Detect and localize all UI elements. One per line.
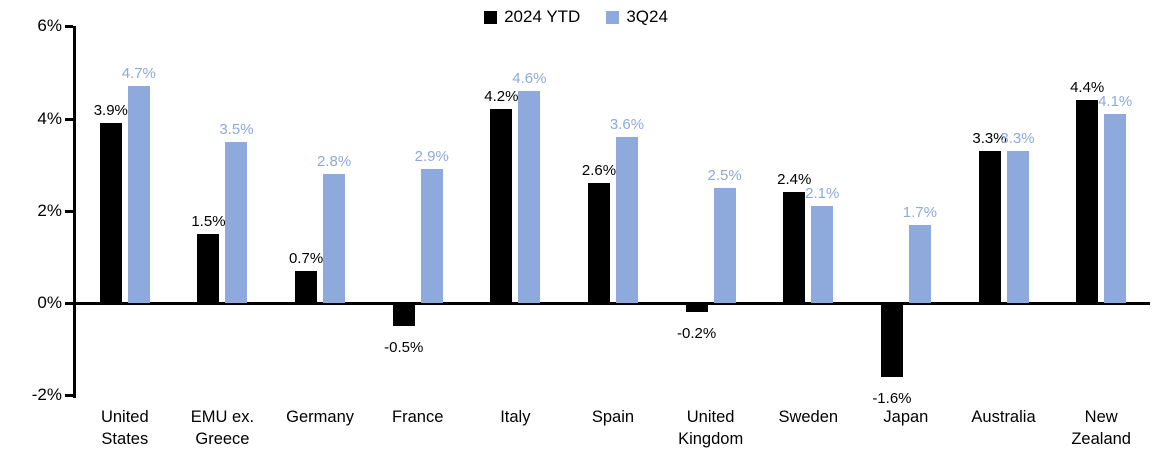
bar-2024-ytd-spain: [588, 183, 610, 303]
legend-swatch-3q24: [606, 10, 620, 24]
value-label-3q24-united-states: 4.7%: [121, 65, 156, 83]
category-label-sweden: Sweden: [778, 408, 839, 426]
y-axis-tick: [65, 209, 73, 213]
bar-3q24-spain: [616, 136, 638, 303]
value-label-2024-ytd-germany: 0.7%: [288, 249, 324, 267]
bar-2024-ytd-italy: [490, 109, 513, 303]
value-label-2024-ytd-australia: 3.3%: [972, 129, 1007, 147]
bar-3q24-japan: [908, 224, 931, 303]
legend-label: 2024 YTD: [504, 7, 581, 26]
value-label-3q24-japan: 1.7%: [902, 203, 937, 221]
bar-2024-ytd-united-kingdom: [685, 303, 708, 313]
value-label-3q24-united-kingdom: 2.5%: [707, 166, 742, 184]
bar-3q24-australia: [1006, 150, 1029, 303]
category-label-emu-ex-greece: EMU ex. Greece: [190, 408, 255, 448]
value-label-2024-ytd-emu-ex-greece: 1.5%: [191, 212, 226, 230]
bar-3q24-sweden: [811, 206, 834, 303]
y-axis-tick-label: -2%: [31, 385, 62, 405]
bar-3q24-france: [420, 169, 443, 303]
y-axis-tick: [65, 394, 73, 398]
value-label-3q24-australia: 3.3%: [1000, 129, 1035, 147]
bar-3q24-new-zealand: [1104, 113, 1127, 303]
value-label-2024-ytd-france: -0.5%: [384, 339, 424, 357]
y-axis-tick: [65, 117, 73, 121]
y-axis-tick: [65, 302, 73, 305]
bar-3q24-united-kingdom: [713, 187, 736, 303]
legend-item-3q24: 3Q24: [606, 7, 668, 27]
bar-3q24-germany: [323, 173, 346, 303]
x-axis-zero-line: [73, 302, 1150, 305]
bar-2024-ytd-emu-ex-greece: [197, 233, 220, 303]
bar-2024-ytd-france: [392, 303, 415, 327]
value-label-3q24-france: 2.9%: [414, 148, 449, 166]
category-label-italy: Italy: [500, 408, 531, 426]
bar-2024-ytd-united-states: [99, 123, 122, 303]
category-label-united-kingdom: United Kingdom: [678, 408, 744, 448]
chart-legend: 2024 YTD 3Q24: [0, 7, 1152, 27]
value-label-2024-ytd-united-states: 3.9%: [93, 102, 128, 120]
y-axis-tick-label: 2%: [37, 200, 62, 220]
value-label-3q24-germany: 2.8%: [316, 152, 352, 170]
bar-3q24-united-states: [127, 86, 150, 303]
bar-2024-ytd-sweden: [783, 192, 806, 303]
value-label-3q24-emu-ex-greece: 3.5%: [219, 120, 254, 138]
value-label-2024-ytd-spain: 2.6%: [581, 162, 617, 180]
bar-2024-ytd-japan: [880, 303, 903, 377]
category-label-japan: Japan: [883, 408, 929, 426]
value-label-2024-ytd-sweden: 2.4%: [777, 171, 812, 189]
legend-item-2024-ytd: 2024 YTD: [484, 7, 580, 27]
legend-swatch-2024-ytd: [484, 10, 498, 24]
value-label-3q24-spain: 3.6%: [609, 115, 645, 133]
category-label-spain: Spain: [591, 408, 635, 426]
value-label-3q24-new-zealand: 4.1%: [1098, 92, 1133, 110]
y-axis-line: [73, 26, 76, 399]
value-label-3q24-sweden: 2.1%: [805, 185, 840, 203]
value-label-2024-ytd-japan: -1.6%: [872, 389, 912, 407]
value-label-2024-ytd-new-zealand: 4.4%: [1070, 79, 1105, 97]
category-label-australia: Australia: [971, 408, 1036, 426]
category-label-new-zealand: New Zealand: [1071, 408, 1131, 448]
bar-2024-ytd-new-zealand: [1076, 100, 1099, 303]
legend-label: 3Q24: [626, 7, 668, 26]
bar-2024-ytd-australia: [978, 150, 1001, 303]
category-label-france: France: [392, 408, 444, 426]
y-axis-tick-label: 0%: [37, 293, 62, 312]
y-axis-tick-label: 6%: [37, 16, 62, 36]
bar-3q24-italy: [518, 90, 541, 303]
y-axis-tick-label: 4%: [37, 108, 62, 128]
category-label-united-states: United States: [100, 408, 149, 448]
y-axis-tick: [65, 25, 73, 29]
category-label-germany: Germany: [286, 408, 354, 426]
value-label-2024-ytd-italy: 4.2%: [484, 88, 519, 106]
bar-2024-ytd-germany: [295, 270, 318, 303]
value-label-2024-ytd-united-kingdom: -0.2%: [677, 325, 717, 343]
bar-3q24-emu-ex-greece: [225, 141, 248, 303]
value-label-3q24-italy: 4.6%: [512, 69, 547, 87]
